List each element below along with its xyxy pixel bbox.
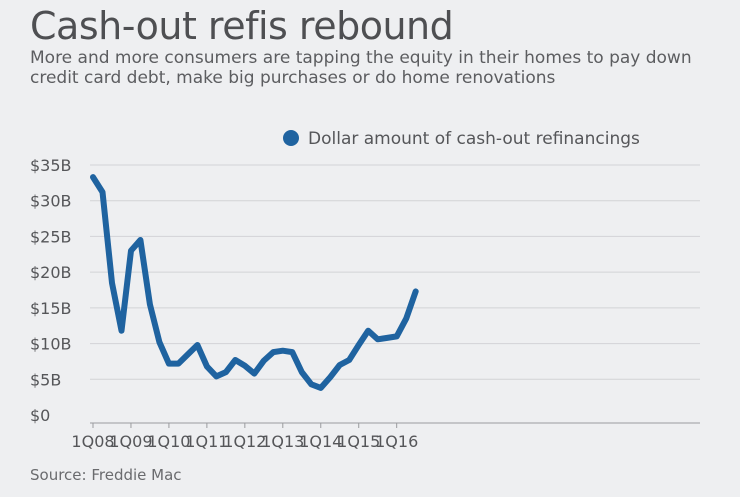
y-tick-label: $25B	[30, 227, 72, 246]
grid-lines	[90, 164, 700, 380]
x-tick-label: 1Q09	[109, 432, 152, 451]
legend: Dollar amount of cash-out refinancings	[283, 129, 640, 149]
legend-label: Dollar amount of cash-out refinancings	[308, 129, 640, 149]
chart-title: Cash-out refis rebound	[30, 4, 454, 48]
x-axis-tick-marks	[92, 423, 398, 428]
x-tick-label: 1Q10	[147, 432, 190, 451]
y-tick-label: $35B	[30, 156, 72, 175]
chart-subtitle: More and more consumers are tapping the …	[30, 48, 692, 88]
x-tick-label: 1Q13	[261, 432, 304, 451]
x-tick-label: 1Q14	[299, 432, 342, 451]
x-tick-label: 1Q08	[71, 432, 114, 451]
y-tick-label: $15B	[30, 299, 72, 318]
x-tick-label: 1Q15	[337, 432, 380, 451]
y-tick-label: $10B	[30, 335, 72, 354]
y-tick-label: $20B	[30, 263, 72, 282]
y-tick-label: $0	[30, 406, 50, 425]
y-tick-label: $5B	[30, 370, 61, 389]
source-note: Source: Freddie Mac	[30, 466, 182, 484]
legend-marker	[283, 130, 299, 146]
y-axis-tick-labels: $0 $5B $10B $15B $20B $25B $30B $35B	[30, 156, 72, 425]
x-tick-label: 1Q16	[375, 432, 418, 451]
x-tick-label: 1Q11	[185, 432, 228, 451]
series-line-cash-out-refinancings	[90, 174, 419, 391]
y-tick-label: $30B	[30, 192, 72, 211]
x-tick-label: 1Q12	[223, 432, 266, 451]
